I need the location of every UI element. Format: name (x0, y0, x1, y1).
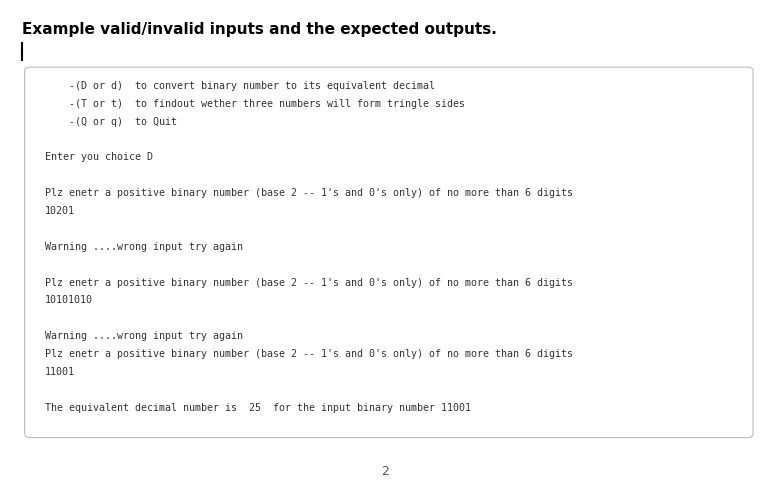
Text: Warning ....wrong input try again: Warning ....wrong input try again (45, 242, 243, 252)
Text: Example valid/invalid inputs and the expected outputs.: Example valid/invalid inputs and the exp… (22, 22, 497, 37)
Text: 11001: 11001 (45, 367, 75, 377)
Text: Plz enetr a positive binary number (base 2 -- 1's and 0's only) of no more than : Plz enetr a positive binary number (base… (45, 349, 573, 359)
Text: 10101010: 10101010 (45, 295, 92, 305)
Text: 10201: 10201 (45, 206, 75, 216)
Text: The equivalent decimal number is  25  for the input binary number 11001: The equivalent decimal number is 25 for … (45, 403, 470, 413)
FancyBboxPatch shape (25, 67, 753, 438)
Text: 2: 2 (381, 465, 389, 478)
Text: Warning ....wrong input try again: Warning ....wrong input try again (45, 331, 243, 341)
Text: Plz enetr a positive binary number (base 2 -- 1's and 0's only) of no more than : Plz enetr a positive binary number (base… (45, 188, 573, 198)
Text: Enter you choice D: Enter you choice D (45, 152, 152, 162)
Text: -(Q or q)  to Quit: -(Q or q) to Quit (45, 117, 176, 126)
Text: -(T or t)  to findout wether three numbers will form tringle sides: -(T or t) to findout wether three number… (45, 99, 464, 109)
Text: Plz enetr a positive binary number (base 2 -- 1's and 0's only) of no more than : Plz enetr a positive binary number (base… (45, 277, 573, 288)
Text: -(D or d)  to convert binary number to its equivalent decimal: -(D or d) to convert binary number to it… (45, 81, 434, 91)
